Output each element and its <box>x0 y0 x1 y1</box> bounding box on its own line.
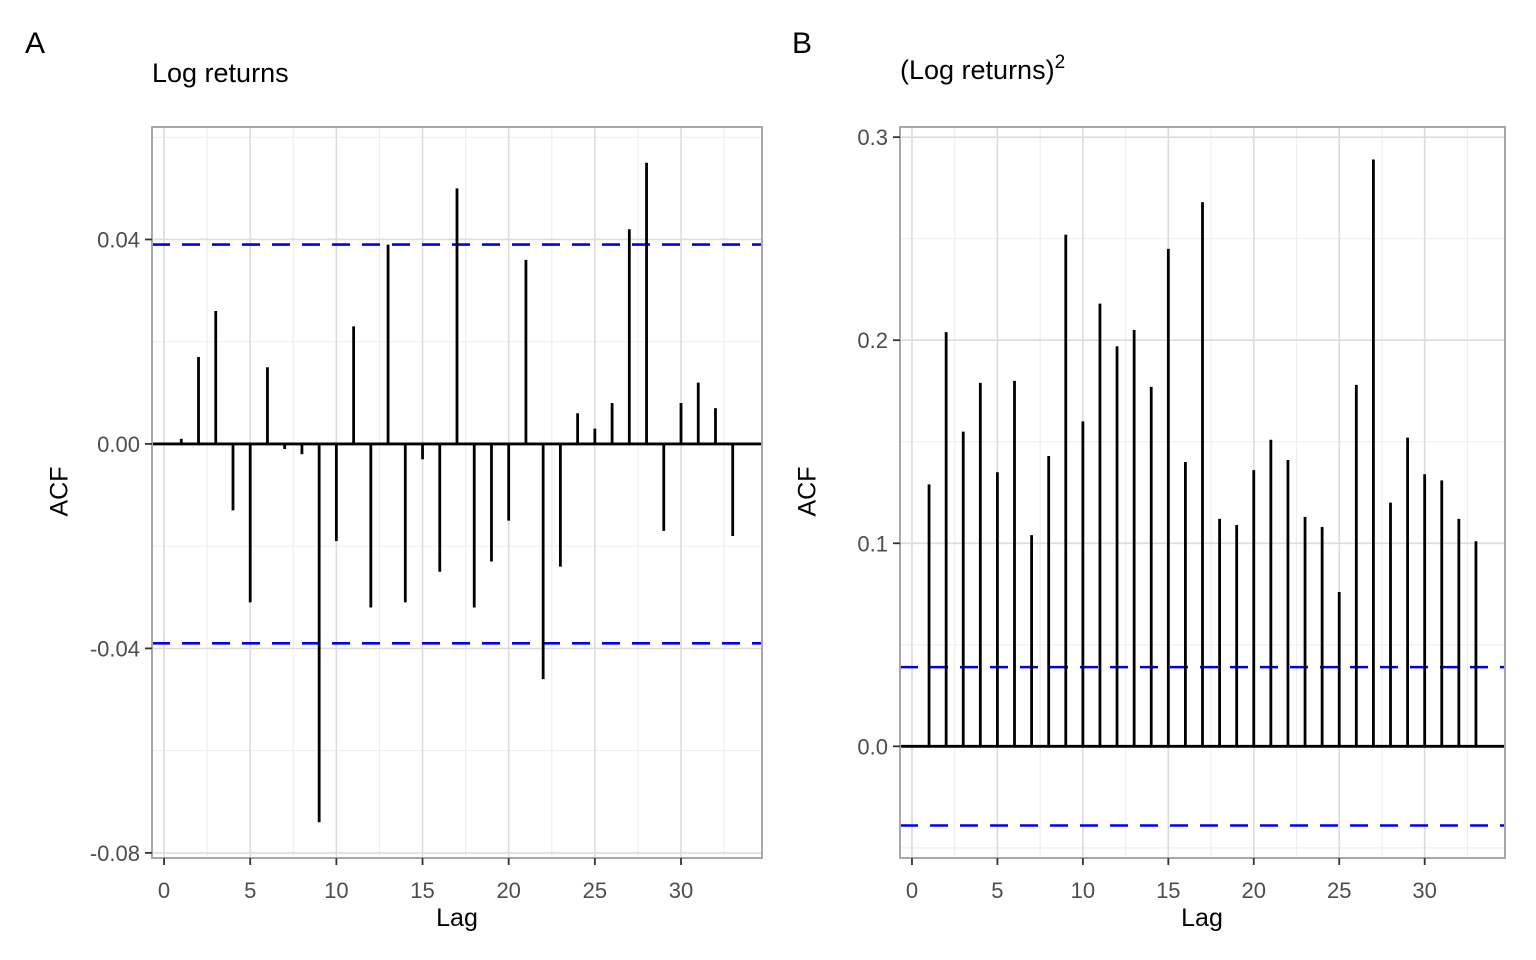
x-axis-title-b: Lag <box>1181 904 1223 932</box>
y-tick-label-b: 0.1 <box>857 531 888 556</box>
panel-border-b <box>899 126 1506 859</box>
panel-title-a-text: Log returns <box>152 58 289 88</box>
x-tick-label-b: 5 <box>991 878 1003 903</box>
x-tick-label-a: 0 <box>158 878 170 903</box>
x-tick-label-b: 10 <box>1071 878 1095 903</box>
y-tick-label-a: 0.00 <box>97 432 140 457</box>
x-tick-label-a: 20 <box>496 878 520 903</box>
panel-title-b-superscript: 2 <box>1054 52 1066 73</box>
acf-spikes-a <box>179 162 735 823</box>
x-tick-label-a: 25 <box>583 878 607 903</box>
y-tick-label-a: 0.04 <box>97 227 140 252</box>
y-tick-label-a: -0.04 <box>90 636 140 661</box>
panel-tag-b: B <box>792 27 813 60</box>
panel-title-b-text: (Log returns) <box>900 55 1055 85</box>
panel-title-a: Log returns <box>152 58 289 89</box>
acf-panel-b: 0.3 0.2 0.1 0.0 0 5 10 15 20 25 30 <box>857 125 1506 903</box>
acf-spikes-b <box>927 159 1478 747</box>
x-tick-label-a: 15 <box>410 878 434 903</box>
x-tick-label-b: 30 <box>1412 878 1436 903</box>
panel-tag-a: A <box>25 27 46 60</box>
x-tick-label-a: 30 <box>669 878 693 903</box>
x-tick-label-b: 15 <box>1156 878 1180 903</box>
gridlines-major-a <box>152 127 762 858</box>
y-tick-label-b: 0.3 <box>857 125 888 150</box>
acf-panel-a: 0.04 0.00 -0.04 -0.08 0 5 10 15 20 25 30 <box>90 126 763 903</box>
x-tick-label-a: 5 <box>244 878 256 903</box>
axis-ticks-a: 0.04 0.00 -0.04 -0.08 0 5 10 15 20 25 30 <box>90 227 693 903</box>
x-tick-label-a: 10 <box>324 878 348 903</box>
y-tick-label-b: 0.0 <box>857 734 888 759</box>
y-axis-title-a: ACF <box>45 466 74 517</box>
x-tick-label-b: 20 <box>1242 878 1266 903</box>
panel-title-b: (Log returns)2 <box>900 52 1066 86</box>
panel-border-a <box>151 126 763 859</box>
y-tick-label-b: 0.2 <box>857 328 888 353</box>
x-tick-label-b: 0 <box>906 878 918 903</box>
x-axis-title-a: Lag <box>436 904 478 932</box>
y-tick-label-a: -0.08 <box>90 841 140 866</box>
x-tick-label-b: 25 <box>1327 878 1351 903</box>
y-axis-title-b: ACF <box>793 466 822 517</box>
axis-ticks-b: 0.3 0.2 0.1 0.0 0 5 10 15 20 25 30 <box>857 125 1437 903</box>
